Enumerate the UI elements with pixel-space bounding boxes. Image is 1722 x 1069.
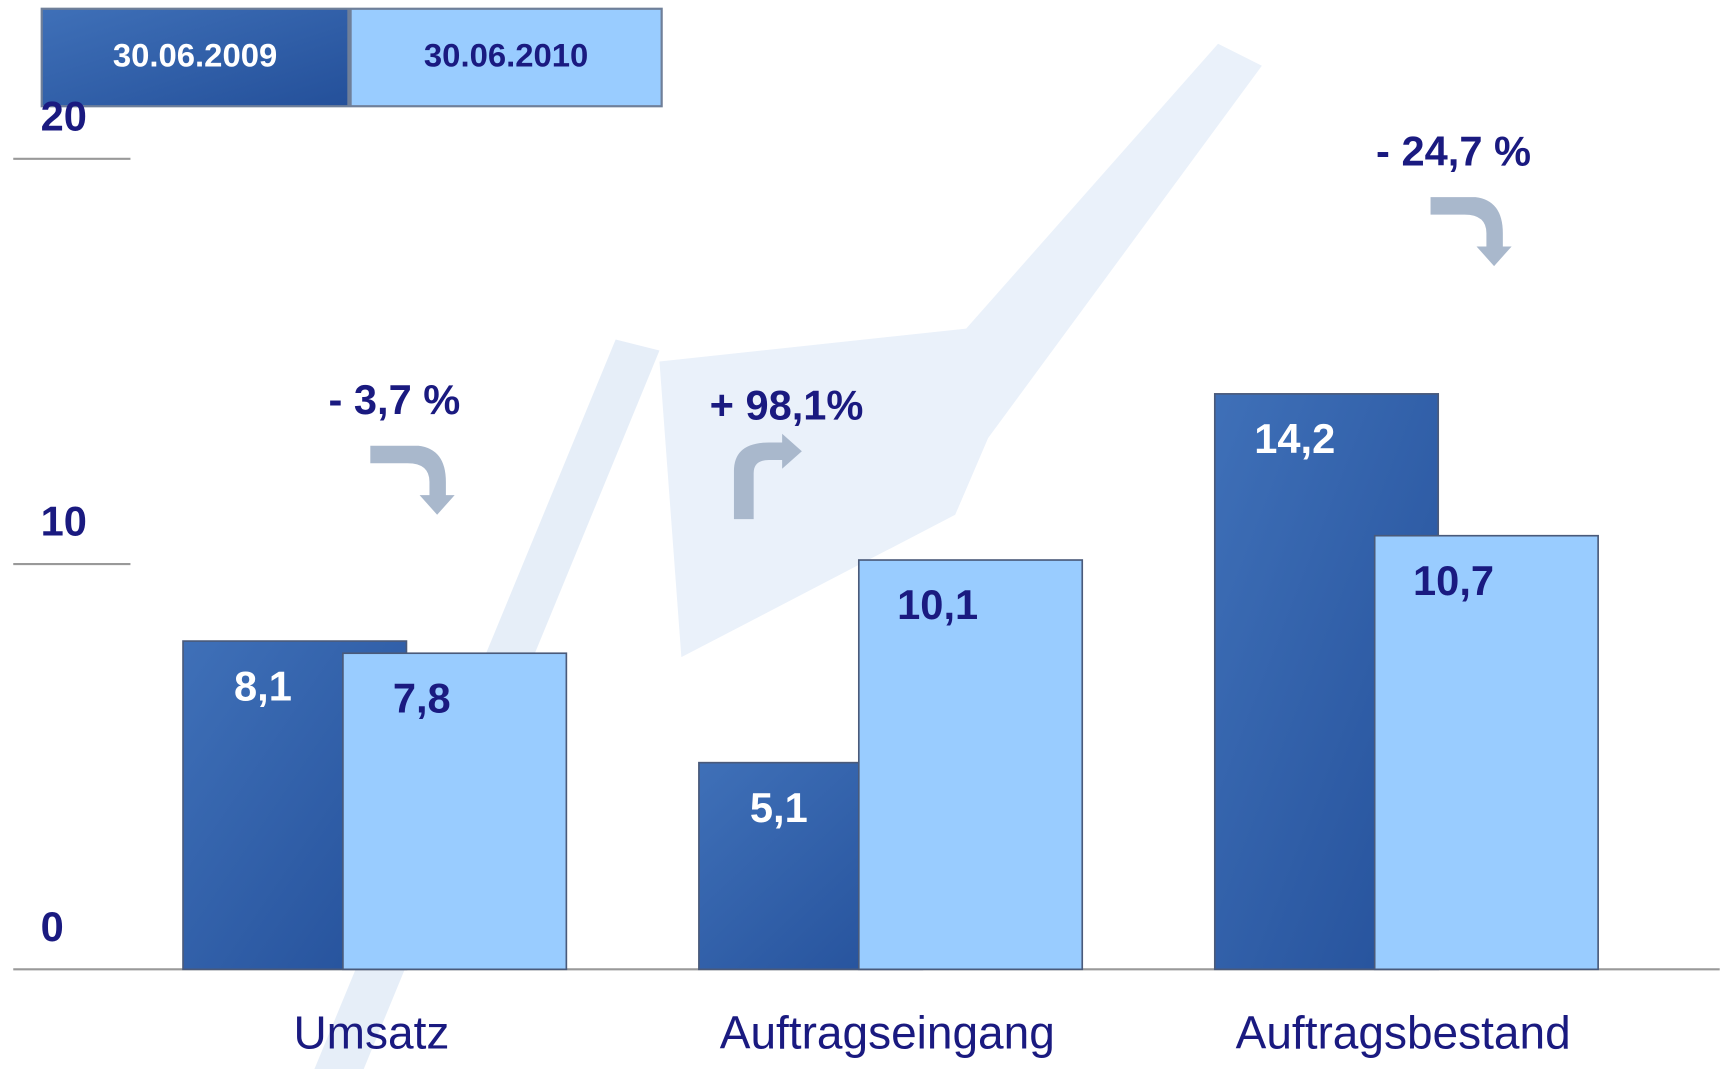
watermark	[659, 43, 1262, 658]
arrow-up	[733, 433, 802, 520]
annotation: + 98,1%	[710, 382, 864, 429]
value-label: 8,1	[234, 662, 292, 709]
annotation: - 3,7 %	[328, 376, 460, 423]
value-label: 10,7	[1413, 557, 1494, 604]
value-label: 14,2	[1254, 415, 1335, 462]
annotation: - 24,7 %	[1376, 127, 1531, 174]
legend-swatch	[40, 7, 350, 108]
y-tick-label: 10	[41, 498, 87, 545]
arrow-down	[1430, 197, 1512, 267]
value-label: 7,8	[393, 674, 451, 721]
legend-label: 30.06.2009	[113, 37, 277, 74]
legend-swatch	[349, 7, 663, 108]
y-tick-label: 0	[41, 903, 64, 950]
x-tick-label: Auftragseingang	[720, 1006, 1055, 1058]
value-label: 5,1	[750, 784, 808, 831]
legend-label: 30.06.2010	[424, 37, 588, 74]
bar	[857, 559, 1084, 971]
bar	[1373, 534, 1599, 971]
x-tick-label: Umsatz	[293, 1006, 449, 1058]
x-tick-label: Auftragsbestand	[1236, 1006, 1571, 1058]
arrow-down	[370, 445, 455, 515]
y-tick-label: 20	[41, 92, 87, 139]
bar	[342, 652, 568, 971]
value-label: 10,1	[897, 581, 978, 628]
